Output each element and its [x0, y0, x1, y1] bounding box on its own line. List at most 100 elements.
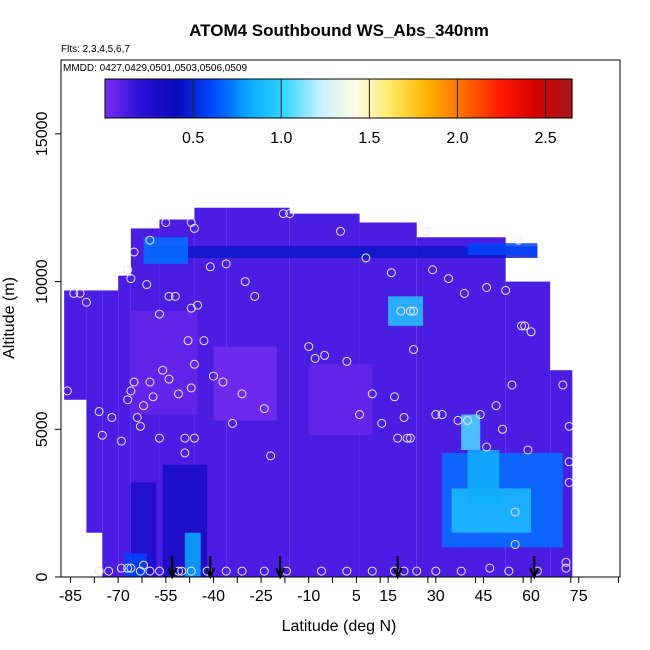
flights-note: Flts: 2,3,4,5,6,7 — [61, 44, 130, 55]
colorbar-swatch — [345, 79, 350, 118]
colorbar-swatch — [438, 79, 443, 118]
colorbar-swatch — [538, 79, 543, 118]
observation-point — [278, 209, 288, 219]
observation-point — [158, 365, 168, 375]
colorbar-swatch — [441, 79, 446, 118]
colorbar-swatch — [251, 79, 256, 118]
colorbar-swatch — [315, 79, 320, 118]
colorbar-swatch — [201, 79, 206, 118]
observation-point — [250, 291, 260, 301]
observation-point — [148, 392, 158, 402]
colorbar-swatch — [148, 79, 153, 118]
observation-point — [459, 288, 469, 298]
colorbar-swatch — [261, 79, 266, 118]
colorbar-swatch — [225, 79, 230, 118]
observation-point — [221, 259, 231, 269]
colorbar-swatch — [351, 79, 356, 118]
value-cell — [308, 364, 373, 436]
colorbar-swatch — [381, 79, 386, 118]
observation-point — [199, 336, 209, 346]
observation-point — [504, 566, 514, 576]
value-cell — [467, 243, 538, 255]
y-tick-label: 15000 — [34, 112, 51, 157]
observation-point — [485, 563, 495, 573]
colorbar-swatch — [205, 79, 210, 118]
colorbar-swatch — [308, 79, 313, 118]
colorbar-swatch — [105, 79, 109, 118]
observation-point — [81, 297, 91, 307]
x-tick-label: 5 — [352, 588, 361, 605]
colorbar-swatch — [365, 79, 370, 118]
colorbar-swatch — [185, 79, 189, 118]
observation-point — [336, 226, 345, 236]
colorbar-swatch — [118, 79, 123, 118]
colorbar-swatch — [428, 79, 433, 118]
colorbar-tick-label: 2.0 — [446, 130, 468, 147]
observation-point — [62, 386, 72, 396]
colorbar-swatch — [171, 79, 176, 118]
observation-point — [259, 566, 269, 576]
observation-point — [361, 253, 371, 263]
colorbar-swatch — [558, 79, 563, 118]
colorbar-swatch — [311, 79, 316, 118]
observation-point — [177, 566, 187, 576]
x-tick-label: -40 — [202, 588, 225, 605]
observation-point — [132, 412, 142, 422]
colorbar-swatch — [458, 79, 463, 118]
observation-point — [123, 563, 133, 573]
observation-point — [386, 268, 396, 278]
colorbar-swatch — [451, 79, 456, 118]
observation-point — [183, 336, 193, 346]
observation-point — [561, 563, 571, 573]
observation-point — [320, 350, 330, 360]
observation-point — [139, 401, 149, 411]
colorbar-swatch — [391, 79, 396, 118]
observation-point — [154, 566, 164, 576]
observation-point — [123, 395, 133, 405]
colorbar-swatch — [501, 79, 506, 118]
observation-point — [154, 309, 164, 319]
colorbar-tick-label: 1.5 — [358, 130, 380, 147]
colorbar-swatch — [488, 79, 493, 118]
observation-point — [126, 386, 136, 396]
colorbar-swatch — [168, 79, 173, 118]
colorbar-swatch — [265, 79, 270, 118]
value-cell — [461, 414, 481, 450]
observation-point — [402, 433, 412, 443]
colorbar-swatch — [131, 79, 136, 118]
y-axis: 0 5000 10000 15000 — [34, 112, 61, 581]
colorbar-swatch — [418, 79, 423, 118]
observation-point — [189, 433, 199, 443]
observation-point — [189, 359, 199, 369]
observation-point — [228, 418, 238, 428]
colorbar-swatch — [568, 79, 573, 118]
colorbar-swatch — [358, 79, 363, 118]
colorbar-swatch — [341, 79, 346, 118]
colorbar-swatch — [471, 79, 476, 118]
colorbar-swatch — [121, 79, 126, 118]
colorbar-swatch — [371, 79, 376, 118]
colorbar-swatch — [231, 79, 236, 118]
observation-point — [510, 507, 520, 517]
observation-point — [342, 356, 352, 366]
observation-point — [491, 401, 501, 411]
plot-frame — [60, 59, 621, 578]
y-tick-label: 5000 — [34, 411, 51, 447]
colorbar-swatch — [405, 79, 410, 118]
observation-point — [145, 235, 155, 245]
observation-point — [526, 327, 536, 337]
observation-point — [501, 285, 511, 295]
colorbar-swatch — [518, 79, 523, 118]
colorbar-swatch — [115, 79, 119, 118]
colorbar-swatch — [208, 79, 213, 118]
colorbar-swatch — [155, 79, 159, 118]
observation-point — [94, 566, 104, 576]
colorbar-swatch — [135, 79, 139, 118]
colorbar-swatch — [141, 79, 146, 118]
observation-point — [409, 306, 419, 316]
observation-point — [126, 274, 136, 284]
colorbar: 0.5 1.0 1.5 2.0 2.5 — [104, 78, 573, 147]
x-tick-label: 30 — [427, 588, 445, 605]
observation-point — [97, 430, 107, 440]
observation-point — [437, 410, 447, 420]
